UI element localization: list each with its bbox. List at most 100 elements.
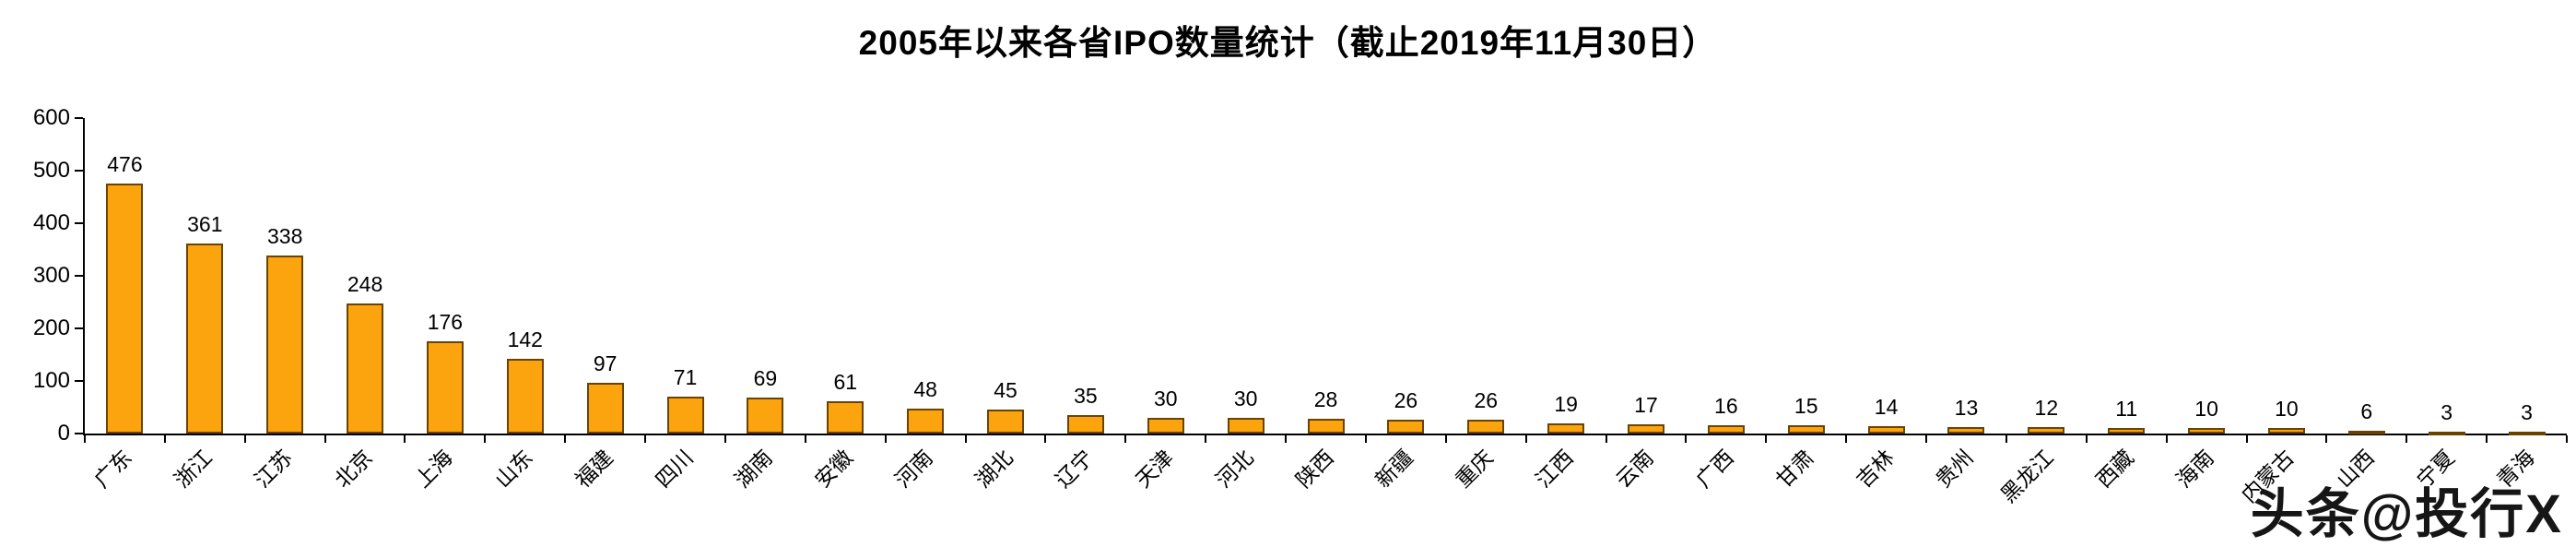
x-tick-mark [2325, 435, 2328, 443]
x-tick-mark [1605, 435, 1607, 443]
x-tick-mark [1685, 435, 1688, 443]
x-tick-mark [1925, 435, 1928, 443]
y-tick-mark [75, 327, 83, 329]
x-axis-label: 天津 [1130, 445, 1178, 493]
bar [907, 408, 945, 434]
x-tick-mark [723, 435, 726, 443]
bar [1227, 417, 1264, 434]
bar [2428, 432, 2465, 435]
x-tick-mark [644, 435, 647, 443]
x-tick-mark [243, 435, 246, 443]
x-axis-label: 辽宁 [1050, 445, 1098, 493]
x-tick-mark [964, 435, 967, 443]
y-tick-mark [75, 275, 83, 277]
y-axis-tick-label: 400 [32, 210, 70, 235]
bar-value-label: 48 [913, 376, 937, 401]
x-axis-label: 江苏 [250, 445, 298, 493]
watermark: 头条@投行X [2250, 484, 2563, 544]
bar [1147, 417, 1184, 434]
x-axis-label: 西藏 [2091, 445, 2139, 493]
chart-title: 2005年以来各省IPO数量统计（截止2019年11月30日） [858, 24, 1718, 62]
bar-value-label: 17 [1634, 393, 1658, 418]
x-axis-label: 上海 [409, 445, 457, 493]
bar [347, 303, 384, 434]
bar-value-label: 12 [2034, 396, 2059, 421]
x-tick-mark [404, 435, 406, 443]
bar-value-label: 142 [507, 327, 543, 352]
bar-value-label: 35 [1074, 384, 1098, 409]
x-tick-mark [84, 435, 86, 443]
y-axis-line [83, 118, 85, 434]
bar-value-label: 338 [266, 224, 303, 249]
bar-value-label: 97 [593, 351, 618, 375]
bar-value-label: 61 [833, 370, 858, 395]
x-tick-mark [2486, 435, 2488, 443]
bar [2347, 430, 2385, 434]
bar [1947, 426, 1985, 434]
bar-value-label: 15 [1794, 394, 1818, 419]
x-tick-mark [484, 435, 487, 443]
bar-value-label: 3 [2441, 400, 2453, 424]
bar-value-label: 14 [1874, 395, 1899, 420]
bar [827, 401, 865, 434]
bar [586, 382, 624, 434]
bar-value-label: 16 [1714, 393, 1738, 418]
bar [666, 396, 704, 434]
bar-value-label: 3 [2521, 400, 2533, 424]
x-axis-label: 湖南 [730, 445, 778, 493]
x-tick-mark [1444, 435, 1447, 443]
bar [2508, 432, 2546, 435]
y-axis-tick-label: 500 [32, 158, 70, 183]
x-axis-label: 海南 [2171, 445, 2219, 493]
bar-value-label: 26 [1394, 388, 1418, 413]
bar-value-label: 361 [187, 212, 223, 237]
x-tick-mark [1845, 435, 1848, 443]
bar-value-label: 10 [2194, 397, 2218, 422]
x-axis-label: 湖北 [970, 445, 1018, 493]
bar-value-label: 69 [753, 365, 778, 390]
x-axis-label: 陕西 [1290, 445, 1338, 493]
x-axis-label: 广西 [1690, 445, 1738, 493]
x-axis-label: 甘肃 [1770, 445, 1818, 493]
x-tick-mark [1124, 435, 1127, 443]
bar-value-label: 10 [2275, 397, 2299, 422]
x-axis-label: 重庆 [1451, 445, 1499, 493]
y-tick-mark [75, 117, 83, 119]
y-axis-tick-label: 0 [57, 421, 70, 446]
y-tick-mark [75, 170, 83, 172]
x-tick-mark [2165, 435, 2168, 443]
x-tick-mark [323, 435, 326, 443]
x-axis-label: 云南 [1611, 445, 1658, 493]
x-tick-mark [1765, 435, 1768, 443]
bar [1066, 415, 1104, 434]
x-tick-mark [163, 435, 166, 443]
bar-value-label: 176 [427, 309, 464, 334]
x-axis-label: 河北 [1210, 445, 1258, 493]
x-axis-label: 山东 [489, 445, 537, 493]
x-tick-mark [2566, 435, 2568, 443]
bar-value-label: 28 [1313, 387, 1338, 412]
bar-value-label: 13 [1954, 395, 1979, 420]
y-tick-mark [75, 222, 83, 224]
x-tick-mark [804, 435, 806, 443]
x-axis-label: 福建 [570, 445, 618, 493]
bar [506, 359, 544, 434]
bar [426, 340, 464, 434]
x-axis-label: 贵州 [1931, 445, 1979, 493]
x-tick-mark [1205, 435, 1207, 443]
x-axis-label: 北京 [330, 445, 378, 493]
x-tick-mark [564, 435, 567, 443]
bar [1387, 420, 1425, 434]
x-axis-label: 安徽 [810, 445, 858, 493]
bar [747, 397, 784, 434]
bar [106, 183, 144, 434]
x-axis-label: 浙江 [170, 445, 218, 493]
bar [1547, 423, 1585, 434]
x-tick-mark [1044, 435, 1047, 443]
x-axis-label: 江西 [1531, 445, 1579, 493]
x-tick-mark [2245, 435, 2248, 443]
x-axis-label: 吉林 [1851, 445, 1899, 493]
bar-value-label: 71 [673, 364, 698, 389]
bar-value-label: 248 [347, 271, 383, 296]
bar-value-label: 30 [1233, 386, 1258, 410]
